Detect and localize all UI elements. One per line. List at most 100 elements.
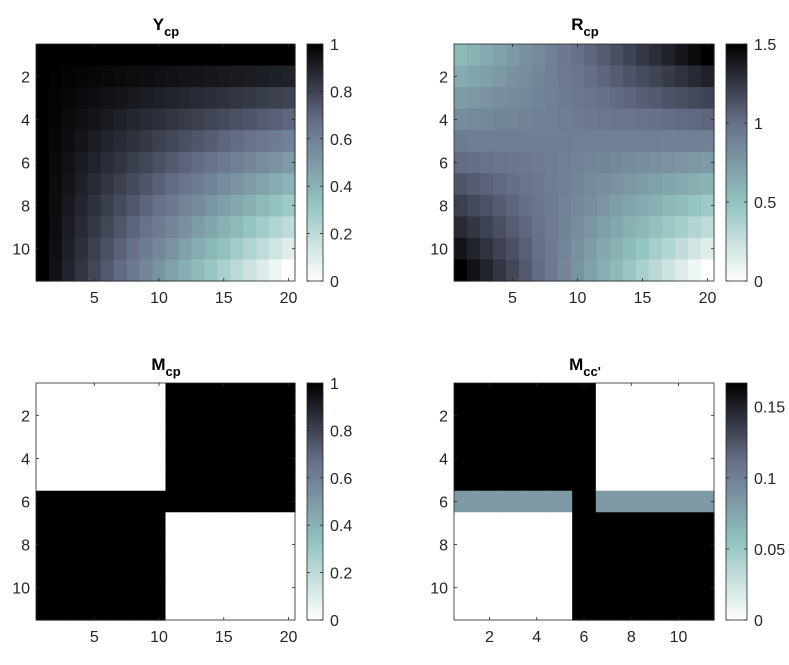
heatmap-cell [178,383,192,406]
colorbar-slice [307,278,323,282]
heatmap-cell [113,173,128,196]
colorbar-slice [307,608,323,612]
heatmap-cell [649,216,663,239]
heatmap-cell [256,65,270,88]
axes-mcp: 5 10 15 20 2 4 6 8 10 [12,382,298,646]
heatmap-cell [230,576,244,600]
heatmap-cell [690,469,715,492]
heatmap-cell [165,216,180,239]
heatmap-cell [688,151,702,174]
y-tick-label: 8 [21,199,30,216]
heatmap-cell [501,426,526,449]
heatmap-cell [666,469,691,492]
heatmap-cell [493,173,507,196]
heatmap-cell [113,108,128,131]
heatmap-cell [493,259,507,282]
heatmap-cell [100,512,115,535]
y-tick-label: 2 [21,69,30,86]
heatmap-cell [191,404,205,427]
heatmap-cell [662,216,676,239]
heatmap-cell [548,447,573,470]
colorbar-slice [726,251,747,255]
heatmap-cell [467,259,481,282]
heatmap-cell [572,469,597,492]
colorbar-slice [307,165,323,170]
colorbar-slice [726,144,747,149]
colorbar-slice [726,454,747,458]
heatmap-cell [48,237,63,261]
heatmap-cell [477,555,502,578]
heatmap-cell [282,44,296,67]
heatmap-cell [282,404,296,427]
heatmap-cell [74,533,89,556]
heatmap-cell [230,469,244,492]
heatmap-cell [139,383,154,406]
heatmap-cell [477,383,502,406]
heatmap-cell [126,555,141,578]
heatmap-cell [256,130,270,153]
heatmap-cell [36,259,50,282]
colorbar-slice [726,522,747,526]
heatmap-cell [506,108,520,131]
heatmap-cell [467,44,481,67]
colorbar-slice [726,100,747,104]
heatmap-cell [126,447,141,470]
heatmap-cell [139,130,154,153]
heatmap-cell [572,598,597,621]
heatmap-cell [36,469,50,492]
colorbar-slice [307,572,323,577]
heatmap-cell [100,194,115,217]
heatmap-cell [269,555,283,578]
heatmap-cell [282,87,296,110]
y-tick-label: 2 [21,408,30,425]
colorbar-slice [307,403,323,408]
colorbar-slice [307,230,323,235]
colorbar-slice [307,397,323,402]
heatmap-cell [597,259,611,282]
colorbar-slice [726,260,747,264]
heatmap-cell [74,469,89,492]
heatmap-cell [558,216,572,239]
heatmap-cell [454,512,479,535]
heatmap-cell [61,65,76,88]
title-rcp: Rcp [571,15,599,39]
colorbar-slice [307,44,323,48]
heatmap-cell [152,533,167,556]
heatmap-cell [688,173,702,196]
colorbar-slice [307,483,323,488]
heatmap-cell [100,490,115,513]
heatmap-cell [636,130,650,153]
heatmap-cell [545,44,559,67]
heatmap-cell [87,555,102,578]
heatmap-cell [701,216,715,239]
heatmap-cell [152,237,167,261]
heatmap-cell [36,151,50,174]
heatmap-cell [572,447,597,470]
colorbar-slice [726,498,747,503]
colorbar-slice [307,156,323,161]
heatmap-cell [243,533,257,556]
heatmap-cell [139,426,154,449]
colorbar-slice [726,617,747,621]
heatmap-cell [643,383,668,406]
colorbar-slice [726,516,747,520]
heatmap-cell [178,555,192,578]
colorbar-slice [726,468,747,473]
y-tick-label: 4 [439,451,448,468]
colorbar-slice [726,394,747,399]
heatmap-cell [649,65,663,88]
colorbar-slice [307,540,323,544]
x-tick-label: 5 [90,629,99,646]
heatmap-cell [217,151,231,174]
heatmap-cell [701,44,715,67]
heatmap-cell [87,404,102,427]
colorbar-slice [726,581,747,586]
colorbar-slice [726,73,747,78]
heatmap-cell [256,512,270,535]
heatmap-cell [61,426,76,449]
heatmap-cell [610,65,624,88]
heatmap-cell [204,87,218,110]
heatmap-cell [545,194,559,217]
heatmap-cell [191,555,205,578]
heatmap-cell [501,576,526,600]
